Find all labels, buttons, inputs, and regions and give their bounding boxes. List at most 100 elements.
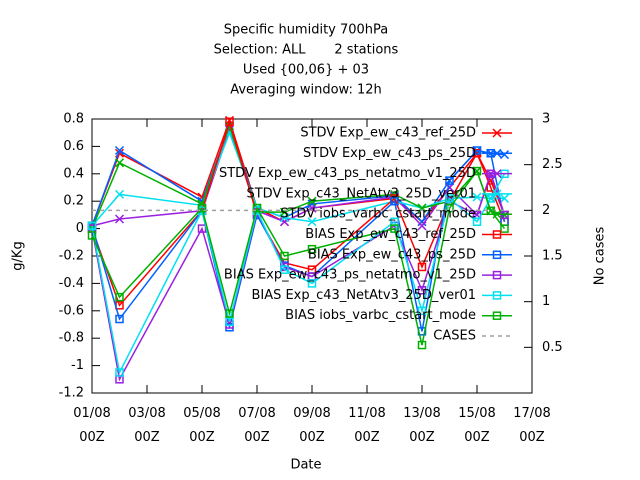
- point: [307, 217, 317, 227]
- point: [390, 196, 399, 206]
- chart-title: Specific humidity 700hPa: [224, 23, 389, 38]
- legend-marker: [492, 250, 502, 260]
- x-tick-label: 05/08 00Z: [183, 406, 220, 445]
- point: [252, 203, 262, 213]
- x-tick-label: 09/08 00Z: [293, 406, 330, 445]
- series-line: [91, 171, 506, 382]
- point: [417, 203, 427, 213]
- point: [114, 145, 125, 156]
- y-tick-label: 0.4: [63, 166, 84, 181]
- legend-marker: [492, 169, 502, 179]
- legend-marker: [492, 270, 502, 280]
- legend-label: BIAS Exp_ew_c43_ps_netatmo_v1_25D: [224, 268, 476, 283]
- point: [500, 224, 509, 233]
- x-tick-label: 07/08 00Z: [238, 406, 275, 445]
- legend-label: BIAS iobs_varbc_cstart_mode: [285, 308, 476, 323]
- y-axis-label: g/Kg: [11, 241, 26, 270]
- legend-marker: [492, 209, 502, 219]
- point: [197, 224, 207, 233]
- point: [307, 244, 317, 254]
- legend-marker: [492, 148, 502, 158]
- x-tick-label: 17/08 00Z: [513, 406, 550, 445]
- y2-tick-label: 2.5: [542, 157, 563, 172]
- point: [486, 183, 495, 192]
- point: [280, 251, 289, 261]
- point: [197, 203, 207, 213]
- x-tick-label: 03/08 00Z: [128, 406, 165, 445]
- point: [280, 265, 289, 274]
- point: [417, 262, 427, 272]
- legend-label: BIAS Exp_ew_c43_ps_25D: [308, 247, 476, 262]
- legend-label: STDV iobs_varbc_cstart_mode: [280, 207, 476, 222]
- chart-subtitle: Used {00,06} + 03: [243, 63, 369, 78]
- legend-marker: [492, 128, 502, 138]
- point: [445, 194, 454, 203]
- series-line: [91, 169, 506, 346]
- point: [114, 189, 125, 199]
- point: [417, 306, 427, 316]
- point: [472, 166, 482, 176]
- point: [499, 193, 510, 203]
- legend-label: STDV Exp_ew_c43_ps_25D: [303, 146, 476, 161]
- point: [87, 231, 97, 240]
- point: [499, 150, 510, 160]
- y-tick-label: 0.2: [63, 194, 84, 209]
- legend-marker: [492, 189, 502, 199]
- x-tick-label: 01/08 00Z: [73, 406, 110, 445]
- legend-marker: [492, 311, 502, 320]
- point: [279, 217, 290, 227]
- x-tick-label: 15/08 00Z: [458, 406, 495, 445]
- legend-label: BIAS Exp_c43_NetAtv3_25D_ver01: [251, 288, 476, 303]
- point: [115, 368, 124, 377]
- point: [472, 217, 482, 226]
- point: [307, 196, 317, 206]
- point: [279, 207, 290, 217]
- legend-label: BIAS Exp_ew_c43_ref_25D: [305, 227, 476, 242]
- point: [225, 117, 234, 126]
- y-tick-label: -0.8: [59, 331, 84, 346]
- point: [114, 158, 125, 168]
- chart-subtitle: Selection: ALL 2 stations: [214, 43, 399, 58]
- point: [114, 214, 125, 224]
- x-tick-label: 13/08 00Z: [403, 406, 440, 445]
- point: [87, 221, 97, 231]
- point: [417, 286, 427, 295]
- legend-marker: [492, 291, 502, 300]
- point: [225, 309, 234, 318]
- point: [445, 176, 454, 185]
- y-tick-label: -0.4: [59, 276, 84, 291]
- point: [445, 203, 454, 213]
- x-tick-label: 11/08 00Z: [348, 406, 385, 445]
- y-tick-label: -1.2: [59, 386, 84, 401]
- point: [307, 279, 317, 288]
- legend-label: STDV Exp_c43_NetAtv3_25D_ver01: [246, 186, 476, 201]
- y2-tick-label: 2: [542, 203, 550, 218]
- legend-label: CASES: [433, 329, 476, 344]
- y2-tick-label: 3: [542, 112, 550, 127]
- point: [115, 314, 124, 324]
- y-tick-label: -0.6: [59, 303, 84, 318]
- point: [417, 340, 427, 350]
- point: [417, 221, 427, 231]
- legend-label: STDV Exp_ew_c43_ps_netatmo_v1_25D: [219, 166, 476, 181]
- y-tick-label: -0.2: [59, 249, 84, 264]
- y2-tick-label: 1.5: [542, 249, 563, 264]
- point: [472, 146, 482, 155]
- y2-tick-label: 1: [542, 294, 550, 309]
- point: [390, 224, 399, 233]
- chart-subtitle: Averaging window: 12h: [230, 83, 382, 98]
- y-tick-label: 0.6: [63, 139, 84, 154]
- legend-marker: [492, 230, 502, 239]
- point: [225, 317, 234, 327]
- y2-tick-label: 0.5: [542, 340, 563, 355]
- y-tick-label: 0: [76, 221, 84, 236]
- point: [115, 292, 124, 302]
- y2-axis-label: No cases: [593, 227, 608, 286]
- legend-label: STDV Exp_ew_c43_ref_25D: [300, 126, 476, 141]
- point: [417, 217, 427, 227]
- point: [472, 192, 482, 202]
- y-tick-label: -1: [71, 358, 84, 373]
- y-tick-label: 0.8: [63, 112, 84, 127]
